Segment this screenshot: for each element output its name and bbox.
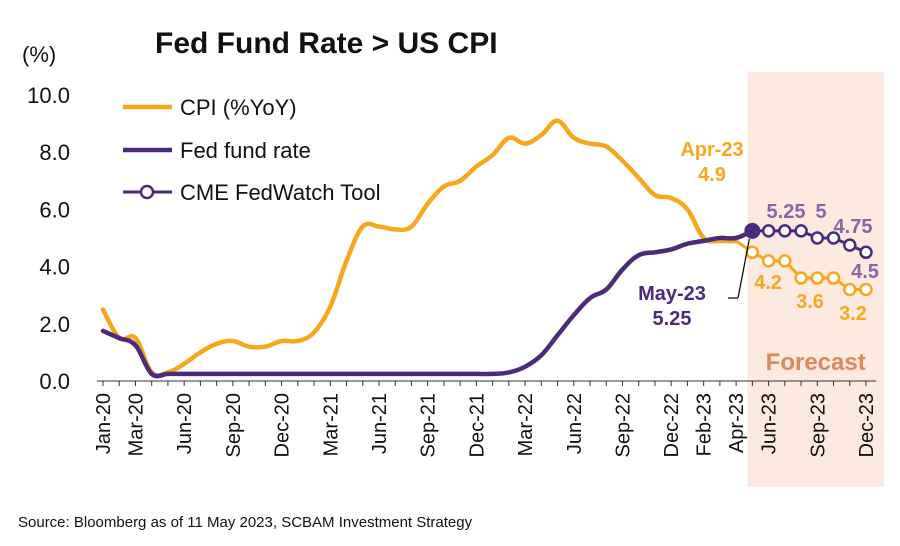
annotation-apr23-label: Apr-23	[680, 139, 743, 161]
annotation-may23-value: 5.25	[653, 308, 692, 330]
y-tick-label: 2.0	[39, 312, 70, 337]
cpi-forecast-point	[859, 282, 873, 297]
forecast-label: Forecast	[766, 349, 866, 376]
x-tick-label: Sep-21	[418, 393, 440, 458]
fed-fund-rate-line	[100, 228, 755, 379]
cpi-forecast-point	[794, 271, 808, 285]
x-tick-label: Feb-23	[694, 393, 716, 456]
cpi-forecast-point	[745, 245, 760, 260]
cme-fedwatch-point	[761, 224, 776, 238]
plot-area	[100, 118, 873, 379]
y-tick-label: 0.0	[39, 369, 70, 394]
x-tick-label: Mar-21	[320, 393, 342, 456]
x-tick-label: Dec-23	[856, 393, 878, 457]
x-tick-label: Jan-20	[93, 393, 115, 454]
legend-label-cme: CME FedWatch Tool	[180, 180, 381, 205]
x-tick-label: Jun-21	[369, 393, 391, 454]
y-axis-unit: (%)	[22, 42, 56, 67]
cpi-forecast-point	[761, 254, 776, 268]
cme-value-label: 4.75	[834, 216, 873, 238]
x-tick-label: Mar-20	[125, 393, 147, 456]
x-tick-label: Sep-22	[612, 393, 634, 458]
cme-value-label: 5	[815, 201, 826, 223]
annotations: Apr-23 4.9 May-23 5.25 5.25 5 4.75 4.5 4.2 3.6 3.2	[638, 139, 879, 330]
cme-value-label: 5.25	[767, 201, 806, 223]
cme-value-label: 4.5	[851, 261, 879, 283]
y-tick-label: 8.0	[39, 140, 70, 165]
legend: CPI (%YoY) Fed fund rate CME FedWatch Tool	[123, 95, 381, 205]
cme-fedwatch-point	[794, 224, 808, 238]
chart-title: Fed Fund Rate > US CPI	[155, 27, 498, 60]
cpi-forecast-value-label: 3.2	[839, 303, 867, 325]
legend-label-fed: Fed fund rate	[180, 138, 311, 163]
legend-label-cpi: CPI (%YoY)	[180, 95, 297, 120]
x-tick-label: Dec-20	[272, 393, 294, 457]
y-tick-label: 4.0	[39, 255, 70, 280]
y-axis: 0.0 2.0 4.0 6.0 8.0 10.0	[27, 83, 70, 394]
x-tick-label: Jun-20	[174, 393, 196, 454]
annotation-may23-label: May-23	[638, 283, 706, 305]
cpi-forecast-point	[810, 271, 825, 285]
x-tick-label: Sep-20	[223, 393, 245, 458]
x-tick-label: Mar-22	[515, 393, 537, 456]
legend-marker-cme	[139, 184, 155, 200]
cpi-forecast-point	[778, 254, 792, 268]
x-axis: Jan-20 Mar-20 Jun-20 Sep-20 Dec-20 Mar-21 Jun-…	[93, 380, 878, 458]
y-tick-label: 6.0	[39, 197, 70, 222]
annotation-apr23-value: 4.9	[698, 164, 726, 186]
x-tick-label: Dec-22	[661, 393, 683, 457]
cme-fedwatch-point	[744, 222, 761, 239]
cpi-forecast-point	[826, 271, 841, 285]
cpi-forecast-value-label: 3.6	[796, 291, 824, 313]
cme-fedwatch-point	[843, 238, 857, 252]
x-tick-label: Jun-22	[564, 393, 586, 454]
x-tick-label: Apr-23	[726, 393, 748, 453]
x-tick-label: Sep-23	[807, 393, 829, 458]
cpi-line	[100, 118, 739, 378]
cpi-forecast-point	[843, 282, 857, 297]
cme-fedwatch-point	[810, 231, 825, 245]
cme-fedwatch-point	[778, 224, 792, 238]
x-tick-label: Dec-21	[466, 393, 488, 457]
cme-fedwatch-point	[859, 245, 873, 260]
cpi-forecast-value-label: 4.2	[754, 272, 782, 294]
cme-fedwatch-point	[826, 231, 841, 245]
x-tick-label: Jun-23	[759, 393, 781, 454]
y-tick-label: 10.0	[27, 83, 70, 108]
source-note: Source: Bloomberg as of 11 May 2023, SCB…	[18, 514, 473, 531]
annotation-leader-d	[737, 238, 750, 299]
